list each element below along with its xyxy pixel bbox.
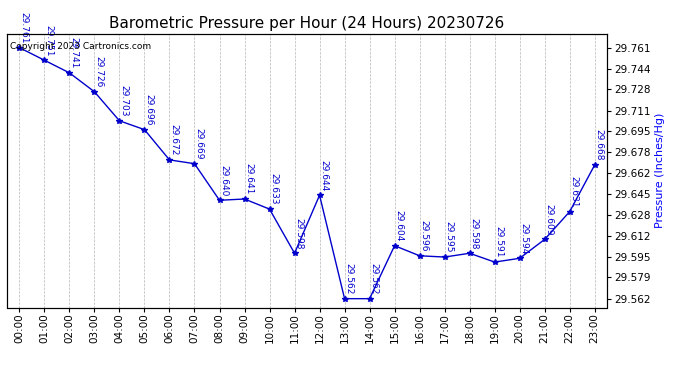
Text: 29.595: 29.595 xyxy=(444,221,453,253)
Text: Copyright 2023 Cartronics.com: Copyright 2023 Cartronics.com xyxy=(10,42,151,51)
Text: 29.598: 29.598 xyxy=(294,217,303,249)
Text: 29.703: 29.703 xyxy=(119,85,128,117)
Text: 29.562: 29.562 xyxy=(369,263,378,294)
Title: Barometric Pressure per Hour (24 Hours) 20230726: Barometric Pressure per Hour (24 Hours) … xyxy=(110,16,504,31)
Text: 29.596: 29.596 xyxy=(420,220,428,252)
Text: 29.726: 29.726 xyxy=(94,56,103,88)
Text: 29.633: 29.633 xyxy=(269,173,278,205)
Text: 29.644: 29.644 xyxy=(319,160,328,191)
Text: 29.594: 29.594 xyxy=(520,223,529,254)
Text: 29.696: 29.696 xyxy=(144,94,153,126)
Text: 29.761: 29.761 xyxy=(19,12,28,44)
Text: 29.668: 29.668 xyxy=(594,129,603,161)
Text: 29.609: 29.609 xyxy=(544,204,553,235)
Text: 29.672: 29.672 xyxy=(169,124,178,156)
Text: 29.641: 29.641 xyxy=(244,164,253,195)
Text: 29.640: 29.640 xyxy=(219,165,228,196)
Text: 29.631: 29.631 xyxy=(569,176,578,207)
Y-axis label: Pressure (Inches/Hg): Pressure (Inches/Hg) xyxy=(655,113,664,228)
Text: 29.598: 29.598 xyxy=(469,217,478,249)
Text: 29.669: 29.669 xyxy=(194,128,203,159)
Text: 29.604: 29.604 xyxy=(394,210,403,242)
Text: 29.591: 29.591 xyxy=(494,226,503,258)
Text: 29.562: 29.562 xyxy=(344,263,353,294)
Text: 29.751: 29.751 xyxy=(44,25,53,56)
Text: 29.741: 29.741 xyxy=(69,38,78,69)
